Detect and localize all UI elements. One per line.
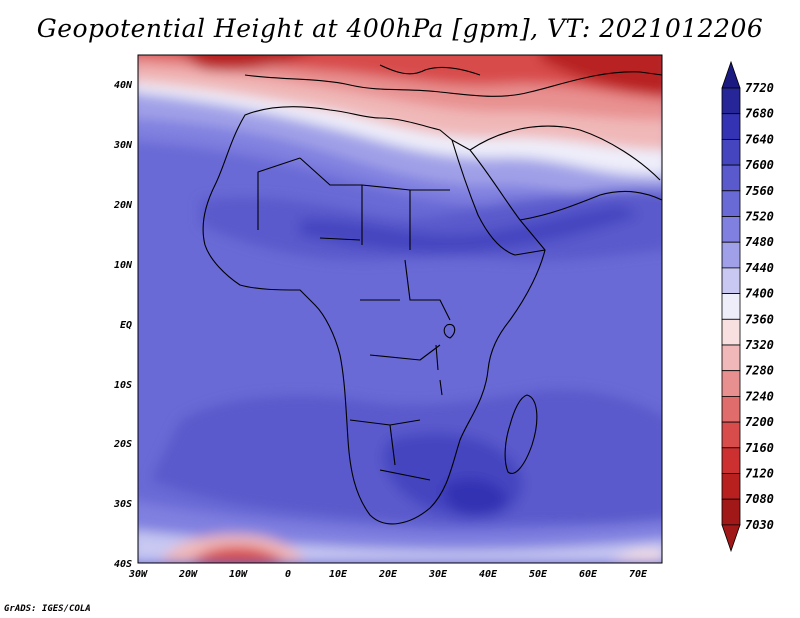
colorbar-segment xyxy=(721,267,741,294)
lon-label-40E: 40E xyxy=(479,569,498,580)
grads-credit: GrADS: IGES/COLA xyxy=(4,604,91,614)
lat-label-30S: 30S xyxy=(113,499,132,510)
colorbar-label: 7600 xyxy=(745,158,774,172)
colorbar: 7720 7680 7640 7600 7560 7520 7480 7440 7400 7360… xyxy=(721,60,774,553)
colorbar-label: 7400 xyxy=(745,287,774,301)
colorbar-segment xyxy=(721,216,741,243)
latitude-axis: 40N 30N 20N 10N EQ 10S 20S 30S 40S xyxy=(113,80,133,570)
colorbar-label: 7720 xyxy=(745,81,774,95)
map-title: Geopotential Height at 400hPa [gpm], VT:… xyxy=(36,14,764,43)
lon-label-30E: 30E xyxy=(428,569,448,580)
colorbar-label: 7080 xyxy=(745,492,774,506)
colorbar-label: 7200 xyxy=(745,415,774,429)
colorbar-label: 7240 xyxy=(745,389,774,403)
colorbar-label: 7640 xyxy=(745,132,774,146)
lat-label-10S: 10S xyxy=(114,380,132,391)
colorbar-segment xyxy=(721,344,741,372)
colorbar-segment xyxy=(721,447,741,474)
colorbar-segment xyxy=(721,164,741,192)
lat-label-20N: 20N xyxy=(113,200,133,211)
colorbar-label: 7030 xyxy=(745,518,774,532)
colorbar-segment xyxy=(721,138,741,166)
colorbar-segment xyxy=(721,421,741,449)
lat-label-20S: 20S xyxy=(113,439,132,450)
colorbar-segment xyxy=(721,473,741,500)
colorbar-segment xyxy=(721,293,741,320)
longitude-axis: 30W 20W 10W 0 10E 20E 30E 40E 50E 60E 70… xyxy=(128,569,648,580)
colorbar-label: 7160 xyxy=(745,441,774,455)
colorbar-label: 7360 xyxy=(745,312,774,326)
coastlines xyxy=(202,64,662,525)
lon-label-20W: 20W xyxy=(178,569,198,580)
colorbar-label: 7560 xyxy=(745,184,774,198)
height-field xyxy=(138,55,662,563)
plot-frame xyxy=(137,54,663,564)
colorbar-label: 7320 xyxy=(745,338,774,352)
colorbar-segment xyxy=(721,87,741,115)
lon-label-70E: 70E xyxy=(629,569,648,580)
colorbar-segment xyxy=(721,395,741,423)
lon-label-50E: 50E xyxy=(529,569,548,580)
colorbar-label: 7480 xyxy=(745,235,774,249)
colorbar-segment xyxy=(721,318,741,346)
colorbar-segment xyxy=(721,190,741,217)
colorbar-top-arrow xyxy=(721,60,741,89)
lon-label-20E: 20E xyxy=(378,569,398,580)
lon-label-10E: 10E xyxy=(329,569,348,580)
colorbar-label: 7120 xyxy=(745,467,774,481)
colorbar-label: 7280 xyxy=(745,364,774,378)
colorbar-bottom-arrow xyxy=(721,524,741,553)
lat-label-40N: 40N xyxy=(114,80,133,91)
lon-label-60E: 60E xyxy=(579,569,598,580)
lat-label-10N: 10N xyxy=(114,260,133,271)
lat-label-30N: 30N xyxy=(113,140,133,151)
colorbar-label: 7680 xyxy=(745,107,774,121)
lat-label-40S: 40S xyxy=(114,559,132,570)
lon-label-10W: 10W xyxy=(229,569,248,580)
colorbar-segment xyxy=(721,113,741,140)
lon-label-0: 0 xyxy=(285,569,291,580)
colorbar-segment xyxy=(721,498,741,526)
colorbar-segment xyxy=(721,370,741,397)
colorbar-label: 7440 xyxy=(745,261,774,275)
lon-label-30W: 30W xyxy=(128,569,148,580)
colorbar-label: 7520 xyxy=(745,210,774,224)
lat-label-EQ: EQ xyxy=(120,320,132,331)
colorbar-segment xyxy=(721,241,741,269)
